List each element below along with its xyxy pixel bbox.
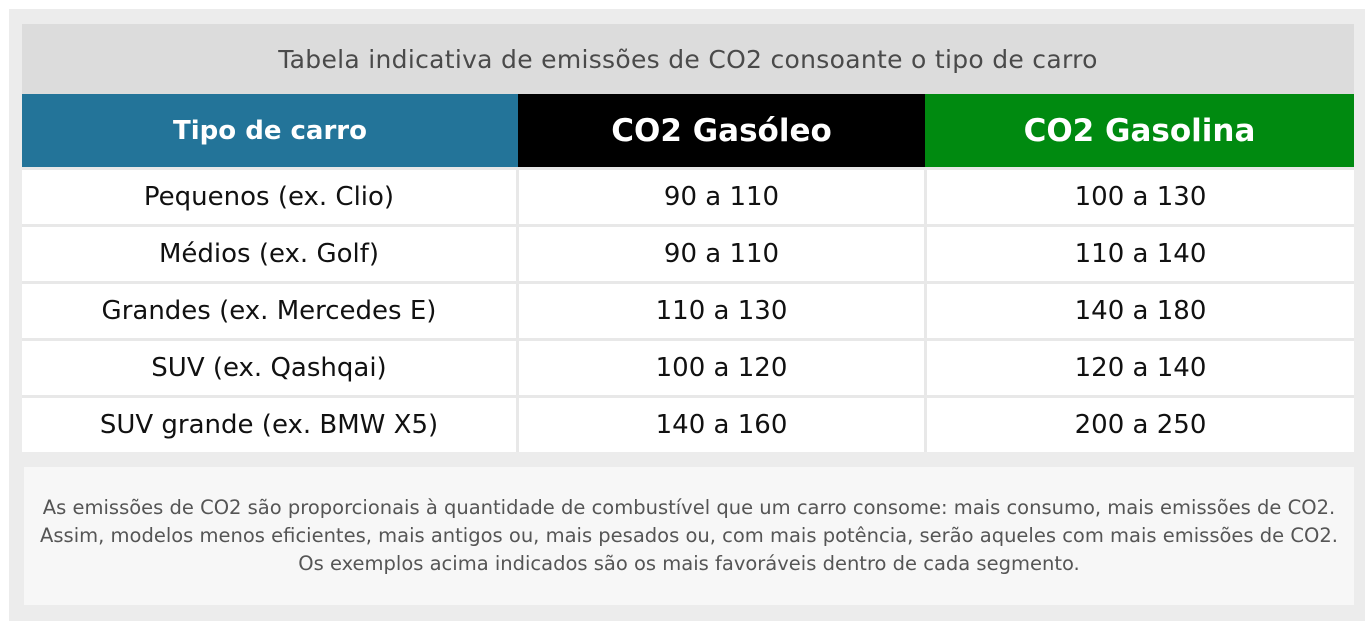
cell-co2-petrol: 100 a 130 (927, 170, 1354, 224)
cell-co2-petrol: 140 a 180 (927, 284, 1354, 338)
table-caption: Tabela indicativa de emissões de CO2 con… (22, 24, 1354, 94)
cell-co2-petrol: 110 a 140 (927, 227, 1354, 281)
table-row: Médios (ex. Golf) 90 a 110 110 a 140 (22, 227, 1354, 281)
header-co2-diesel: CO2 Gasóleo (518, 94, 925, 167)
footnote-text: As emissões de CO2 são proporcionais à q… (40, 496, 1338, 575)
table-row: Pequenos (ex. Clio) 90 a 110 100 a 130 (22, 170, 1354, 224)
table-body: Pequenos (ex. Clio) 90 a 110 100 a 130 M… (22, 167, 1354, 452)
cell-co2-diesel: 90 a 110 (519, 170, 924, 224)
table-row: SUV grande (ex. BMW X5) 140 a 160 200 a … (22, 398, 1354, 452)
cell-co2-diesel: 140 a 160 (519, 398, 924, 452)
table-row: Grandes (ex. Mercedes E) 110 a 130 140 a… (22, 284, 1354, 338)
header-car-type: Tipo de carro (22, 94, 518, 167)
table-row: SUV (ex. Qashqai) 100 a 120 120 a 140 (22, 341, 1354, 395)
cell-car-type: Pequenos (ex. Clio) (22, 170, 516, 224)
footnote-box: As emissões de CO2 são proporcionais à q… (24, 467, 1354, 605)
cell-car-type: SUV grande (ex. BMW X5) (22, 398, 516, 452)
cell-co2-petrol: 200 a 250 (927, 398, 1354, 452)
table-header-row: Tipo de carro CO2 Gasóleo CO2 Gasolina (22, 94, 1354, 167)
cell-co2-diesel: 90 a 110 (519, 227, 924, 281)
header-co2-petrol: CO2 Gasolina (925, 94, 1354, 167)
cell-car-type: SUV (ex. Qashqai) (22, 341, 516, 395)
cell-car-type: Médios (ex. Golf) (22, 227, 516, 281)
emissions-table: Tabela indicativa de emissões de CO2 con… (22, 24, 1354, 452)
cell-co2-diesel: 100 a 120 (519, 341, 924, 395)
cell-co2-petrol: 120 a 140 (927, 341, 1354, 395)
cell-co2-diesel: 110 a 130 (519, 284, 924, 338)
cell-car-type: Grandes (ex. Mercedes E) (22, 284, 516, 338)
